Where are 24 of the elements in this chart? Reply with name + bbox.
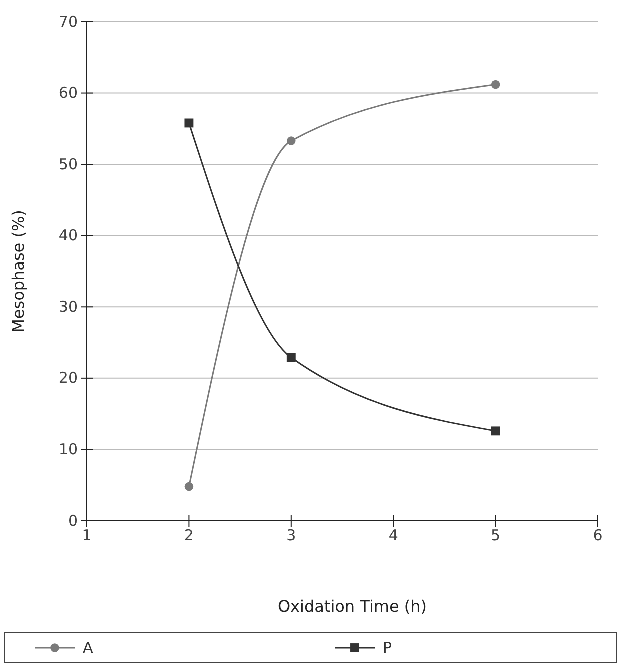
point: [287, 136, 296, 146]
y-tick-label: 60: [58, 84, 78, 102]
point: [184, 482, 194, 492]
x-tick-label: 6: [593, 526, 603, 545]
y-tick-label: 50: [58, 155, 78, 174]
x-axis-title: Oxidation Time (h): [278, 597, 428, 616]
point: [491, 426, 500, 436]
point: [491, 80, 500, 90]
x-tick-label: 3: [286, 526, 296, 545]
y-tick-label: 10: [58, 440, 78, 459]
y-tick-label: 40: [58, 226, 78, 245]
x-tick-label: 1: [82, 526, 92, 545]
x-tick-label: 5: [491, 526, 501, 545]
y-tick-label: 0: [68, 512, 78, 530]
y-axis-title: Mesophase (%): [9, 210, 28, 333]
y-tick-label: 20: [58, 369, 78, 388]
y-tick-label: 30: [58, 298, 78, 316]
point: [184, 118, 194, 128]
x-tick-label: 2: [184, 526, 194, 545]
y-tick-label: 70: [58, 12, 78, 31]
legend-label: A: [83, 639, 94, 657]
point: [286, 353, 296, 362]
x-tick-label: 4: [388, 526, 398, 545]
legend-label: P: [383, 639, 392, 657]
